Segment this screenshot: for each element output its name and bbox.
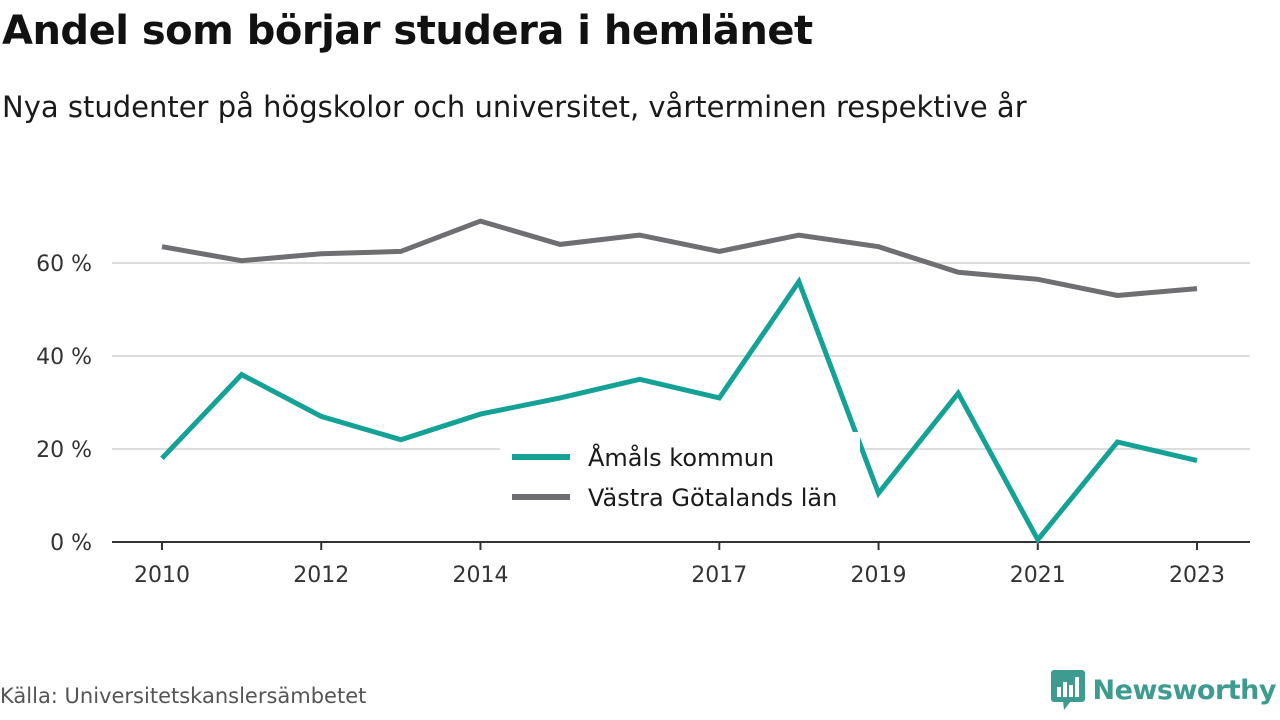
x-tick-label: 2017: [691, 563, 747, 588]
gridlines: [112, 262, 1250, 450]
y-tick-label: 60 %: [36, 252, 92, 277]
chart-subtitle: Nya studenter på högskolor och universit…: [2, 90, 1027, 124]
y-tick-label: 0 %: [50, 531, 92, 556]
chart-title: Andel som börjar studera i hemlänet: [2, 8, 813, 54]
x-tick-label: 2023: [1169, 563, 1225, 588]
source-note: Källa: Universitetskanslersämbetet: [0, 684, 367, 708]
x-tick-label: 2012: [293, 563, 349, 588]
series-line-vastra: [161, 218, 1198, 299]
line-chart: 2010 2012 2014 2017 2019 2021 2023 0 % 20 % 40 %…: [36, 218, 1250, 588]
newsworthy-logo: Newsworthy: [1050, 670, 1277, 710]
legend-background: [500, 432, 860, 520]
legend-label: Västra Götalands län: [588, 484, 837, 512]
y-axis-labels: 0 % 20 % 40 % 60 %: [36, 252, 92, 556]
series-line-amal: [160, 276, 1198, 545]
bar-chart-speech-bubble-icon: [1050, 670, 1085, 710]
x-tick-label: 2019: [851, 563, 907, 588]
x-tick-label: 2010: [134, 563, 190, 588]
legend-label: Åmåls kommun: [588, 443, 774, 472]
series-lines: [160, 218, 1198, 545]
x-axis: 2010 2012 2014 2017 2019 2021 2023: [112, 541, 1250, 588]
y-tick-label: 40 %: [36, 345, 92, 370]
brand-name: Newsworthy: [1092, 674, 1277, 706]
legend: Åmåls kommun Västra Götalands län: [500, 432, 860, 520]
x-tick-label: 2021: [1010, 563, 1066, 588]
y-tick-label: 20 %: [36, 438, 92, 463]
x-tick-label: 2014: [452, 563, 508, 588]
